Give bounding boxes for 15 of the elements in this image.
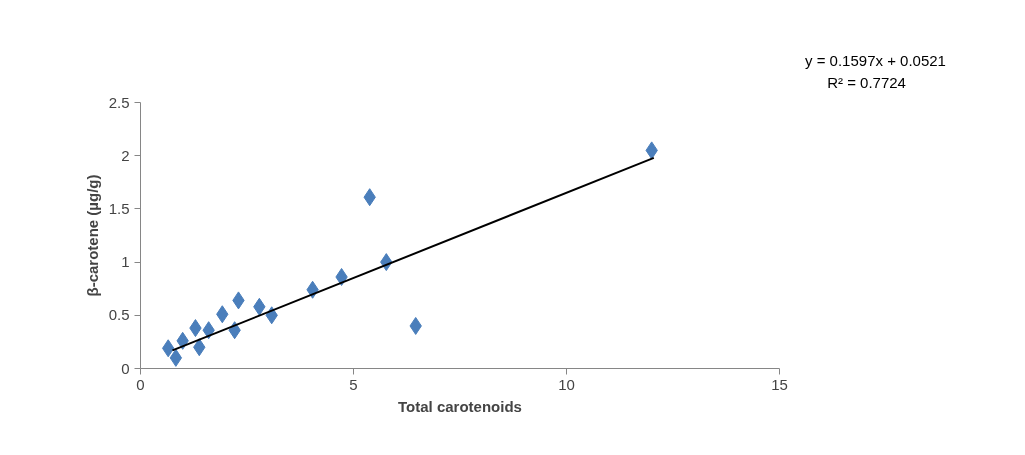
text: y = 0.1597x + 0.0521 (805, 51, 946, 71)
y-tick-label: 1 (121, 253, 130, 271)
x-axis-title: Total carotenoids (398, 397, 522, 415)
y-tick-label: 0.5 (108, 306, 130, 324)
y-tick-label: 2 (121, 146, 130, 164)
y-tick-label: 2.5 (108, 93, 130, 111)
y-tick-label: 1.5 (108, 199, 130, 217)
x-tick-label: 0 (136, 375, 145, 393)
x-tick-label: 5 (349, 375, 358, 393)
x-tick-label: 10 (558, 375, 575, 393)
point (169, 348, 183, 367)
text: R² = 0.7724 (826, 73, 906, 93)
x-tick-label: 15 (771, 375, 788, 393)
y-tick-label: 0 (121, 359, 130, 377)
y-axis-title: β-carotene (µg/g) (83, 174, 101, 297)
